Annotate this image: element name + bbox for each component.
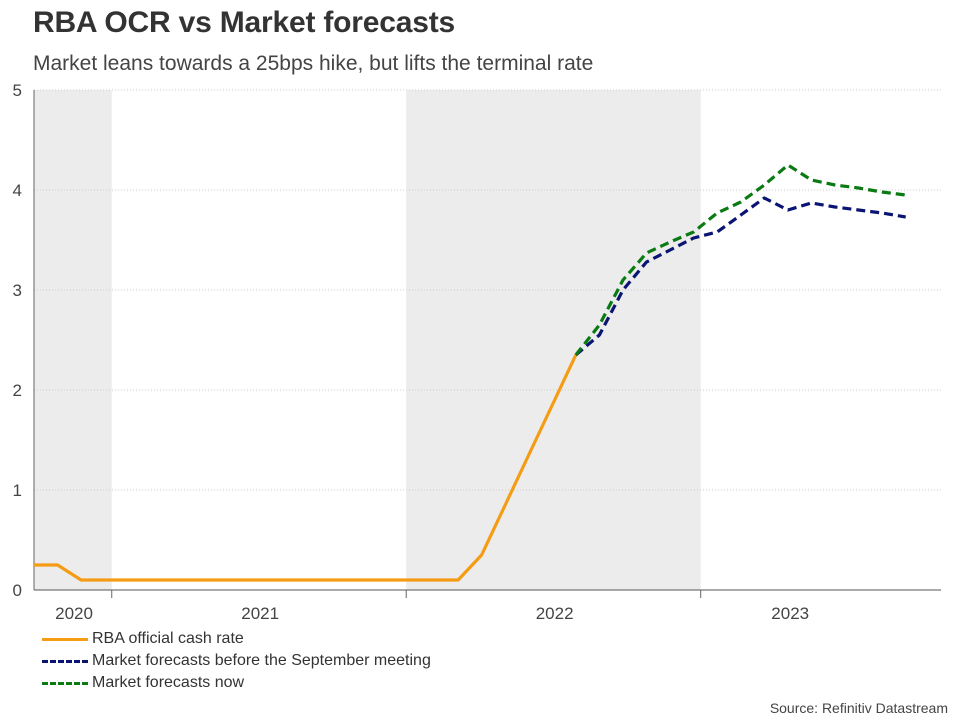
x-tick-label-2022: 2022 <box>536 604 574 623</box>
shade-band-2022 <box>406 90 701 590</box>
y-axis-ticks: 0 1 2 3 4 5 <box>13 81 22 600</box>
series-line-ocr <box>34 354 578 582</box>
x-axis-ticks: 2020 2021 2022 2023 <box>55 604 809 623</box>
year-shading-group <box>34 90 701 590</box>
chart-subtitle: Market leans towards a 25bps hike, but l… <box>33 52 594 75</box>
series-group <box>34 163 906 582</box>
y-tick-label-5: 5 <box>13 81 22 100</box>
y-tick-label-4: 4 <box>13 181 22 200</box>
axes-group <box>33 90 941 598</box>
series-line-now <box>574 163 906 356</box>
legend-swatch-now <box>42 681 88 685</box>
legend-swatch-before <box>42 659 88 663</box>
y-tick-label-0: 0 <box>13 581 22 600</box>
legend-item-now: Market forecasts now <box>42 672 431 694</box>
x-tick-label-2020: 2020 <box>55 604 93 623</box>
legend-item-ocr: RBA official cash rate <box>42 628 431 650</box>
x-tick-label-2023: 2023 <box>771 604 809 623</box>
chart-legend: RBA official cash rate Market forecasts … <box>42 628 431 694</box>
legend-swatch-ocr <box>42 637 88 641</box>
y-tick-label-1: 1 <box>13 481 22 500</box>
legend-label-ocr: RBA official cash rate <box>92 630 244 647</box>
chart-title: RBA OCR vs Market forecasts <box>33 6 455 39</box>
x-tick-label-2021: 2021 <box>241 604 279 623</box>
shade-band-2020 <box>34 90 112 590</box>
legend-item-before: Market forecasts before the September me… <box>42 650 431 672</box>
source-note: Source: Refinitiv Datastream <box>769 700 948 716</box>
legend-label-now: Market forecasts now <box>92 674 245 691</box>
y-tick-label-2: 2 <box>13 381 22 400</box>
legend-label-before: Market forecasts before the September me… <box>92 652 431 669</box>
series-line-before <box>574 196 906 357</box>
y-tick-label-3: 3 <box>13 281 22 300</box>
gridlines-group <box>34 89 941 491</box>
